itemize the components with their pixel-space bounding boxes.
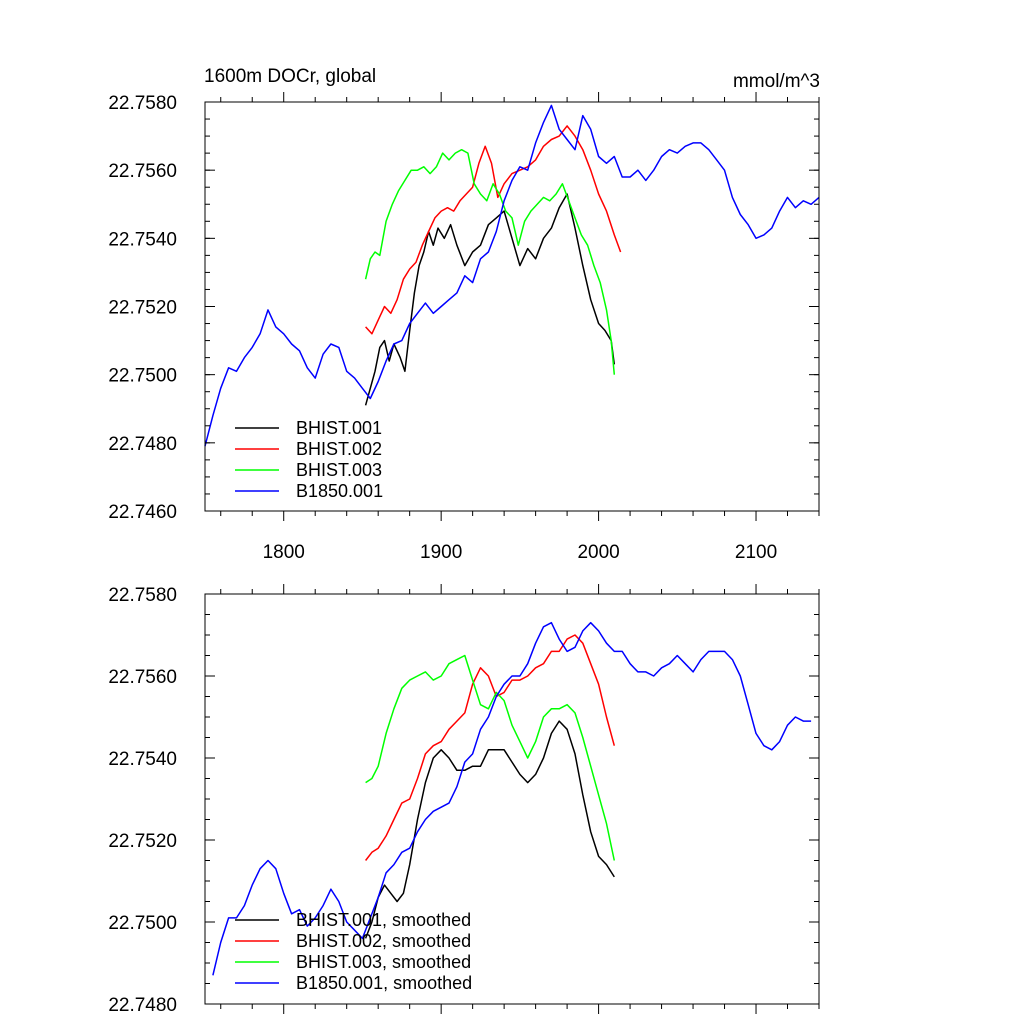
x-tick-label: 1900 — [420, 542, 462, 563]
legend-label: BHIST.001 — [296, 418, 382, 438]
y-tick-label: 22.7580 — [108, 585, 177, 606]
y-tick-label: 22.7460 — [108, 502, 177, 523]
legend-label: B1850.001 — [296, 481, 383, 501]
y-tick-label: 22.7540 — [108, 229, 177, 250]
y-tick-label: 22.7480 — [108, 995, 177, 1016]
series-line-3 — [204, 104, 820, 447]
x-tick-label: 2100 — [735, 542, 777, 563]
series-line-1 — [365, 125, 622, 335]
chart-title: 1600m DOCr, global — [204, 66, 376, 87]
legend-label: BHIST.003 — [296, 460, 382, 480]
y-tick-label: 22.7500 — [108, 913, 177, 934]
x-tick-label: 2000 — [577, 542, 619, 563]
y-tick-label: 22.7520 — [108, 298, 177, 319]
series-line-3 — [212, 621, 812, 976]
y-tick-label: 22.7540 — [108, 749, 177, 770]
y-tick-label: 22.7520 — [108, 831, 177, 852]
chart-panel-bottom: 22.7480 22.7500 22.7520 22.7540 22.7560 22.75… — [108, 584, 820, 1016]
y-tick-label: 22.7500 — [108, 366, 177, 387]
units-label: mmol/m^3 — [733, 71, 820, 92]
series-line-2 — [365, 654, 616, 861]
legend-label: BHIST.002 — [296, 439, 382, 459]
y-tick-label: 22.7480 — [108, 434, 177, 455]
y-tick-label: 22.7580 — [108, 93, 177, 114]
chart-panel-top: 1600m DOCr, global mmol/m^3 22.7460 22.74… — [108, 66, 820, 563]
y-tick-label: 22.7560 — [108, 667, 177, 688]
y-tick-label: 22.7560 — [108, 161, 177, 182]
legend-label: BHIST.001, smoothed — [296, 910, 471, 930]
x-tick-label: 1800 — [263, 542, 305, 563]
legend-label: B1850.001, smoothed — [296, 973, 472, 993]
legend-label: BHIST.003, smoothed — [296, 952, 471, 972]
series-line-0 — [364, 720, 615, 939]
series-line-0 — [364, 193, 616, 406]
legend-label: BHIST.002, smoothed — [296, 931, 471, 951]
series-line-2 — [364, 148, 616, 375]
series-line-1 — [365, 634, 616, 861]
